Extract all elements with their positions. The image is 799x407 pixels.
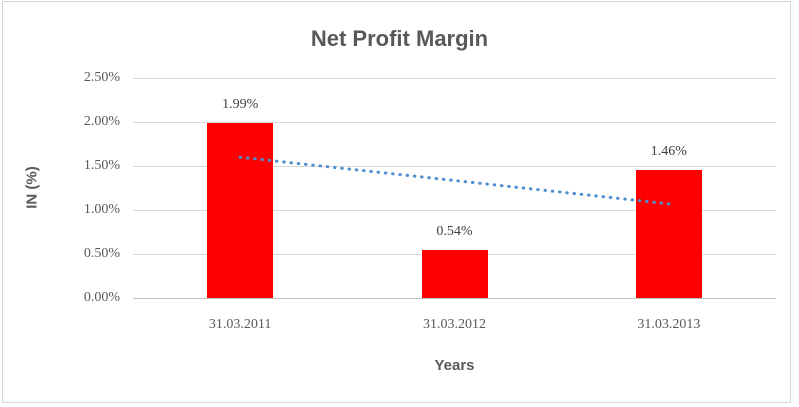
y-tick-label: 1.00%: [83, 202, 120, 217]
y-tick-label: 0.00%: [83, 290, 120, 305]
bar-31.03.2013: [635, 169, 702, 298]
x-category-label: 31.03.2012: [423, 317, 486, 332]
linear-trendline: [238, 155, 671, 206]
x-category-label: 31.03.2011: [208, 317, 272, 332]
y-tick-label: 0.50%: [83, 246, 120, 261]
data-label: 1.99%: [222, 96, 259, 112]
y-tick-label: 2.50%: [83, 70, 120, 85]
y-axis-title-text: IN (%): [23, 166, 41, 209]
x-axis-title: Years: [434, 357, 475, 374]
data-label: 1.46%: [650, 143, 687, 159]
bar-31.03.2011: [207, 122, 274, 298]
x-axis-line: [133, 298, 776, 299]
gridline: [133, 122, 776, 123]
chart-title: Net Profit Margin: [310, 26, 489, 51]
bar-31.03.2012: [421, 250, 488, 298]
x-category-label: 31.03.2013: [637, 317, 701, 332]
gridline: [133, 78, 776, 79]
y-tick-label: 2.00%: [83, 114, 120, 129]
data-label: 0.54%: [436, 224, 473, 240]
gridline: [133, 210, 776, 211]
y-tick-label: 1.50%: [83, 158, 120, 173]
